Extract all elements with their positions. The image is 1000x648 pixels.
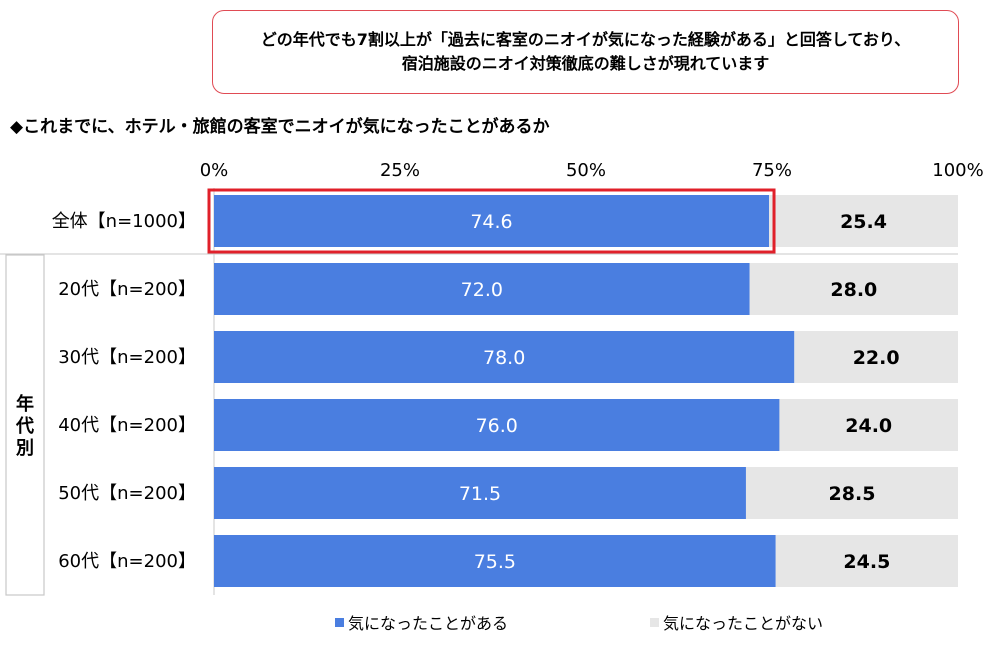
data-label-series-1: 72.0	[461, 279, 503, 301]
group-label-char: 別	[16, 438, 34, 459]
callout-box: どの年代でも7割以上が「過去に客室のニオイが気になった経験がある」と回答しており…	[212, 10, 959, 94]
bar-series-2	[779, 399, 958, 451]
data-label-series-2: 24.0	[845, 415, 892, 437]
callout-line-1: どの年代でも7割以上が「過去に客室のニオイが気になった経験がある」と回答しており…	[260, 30, 911, 49]
x-tick-label: 25%	[380, 160, 420, 181]
data-label-series-1: 76.0	[476, 415, 518, 437]
category-label: 50代【n=200】	[58, 483, 196, 504]
x-tick-label: 100%	[932, 160, 983, 181]
category-label: 60代【n=200】	[58, 551, 196, 572]
group-label-char: 年	[16, 393, 34, 415]
data-label-series-1: 75.5	[474, 551, 516, 573]
bar-series-2	[745, 467, 958, 519]
x-tick-label: 75%	[752, 160, 792, 181]
legend-swatch-series-1	[335, 617, 344, 627]
legend-label-series-1: 気になったことがある	[348, 614, 509, 633]
category-label: 20代【n=200】	[58, 279, 196, 300]
data-label-series-2: 24.5	[843, 551, 890, 573]
bar-series-1	[214, 535, 776, 587]
bar-series-1	[214, 195, 770, 247]
bar-series-2	[769, 195, 958, 247]
bar-series-1	[214, 467, 746, 519]
legend-item-series-2: 気になったことがない	[650, 610, 823, 634]
legend-item-series-1: 気になったことがある	[335, 610, 508, 634]
group-bracket	[5, 254, 45, 596]
highlight-box	[207, 188, 776, 254]
data-label-series-2: 25.4	[840, 211, 887, 233]
data-label-series-2: 28.5	[829, 483, 876, 505]
callout-line-2: 宿泊施設のニオイ対策徹底の難しさが現れています	[401, 54, 770, 73]
data-label-series-1: 78.0	[483, 347, 525, 369]
data-label-series-2: 22.0	[853, 347, 900, 369]
bar-series-2	[749, 263, 958, 315]
data-label-series-2: 28.0	[830, 279, 877, 301]
bar-series-1	[214, 399, 780, 451]
x-tick-label: 0%	[200, 160, 229, 181]
data-label-series-1: 71.5	[459, 483, 501, 505]
x-tick-label: 50%	[566, 160, 606, 181]
category-label: 30代【n=200】	[58, 347, 196, 368]
bar-series-1	[214, 331, 795, 383]
category-label: 40代【n=200】	[58, 415, 196, 436]
chart-subtitle: ◆これまでに、ホテル・旅館の客室でニオイが気になったことがあるか	[10, 117, 550, 137]
category-label: 全体【n=1000】	[52, 211, 196, 232]
data-label-series-1: 74.6	[470, 211, 512, 233]
bar-series-2	[775, 535, 958, 587]
bar-series-2	[794, 331, 958, 383]
legend-label-series-2: 気になったことがない	[663, 614, 824, 633]
group-label-char: 代	[15, 416, 34, 437]
bar-series-1	[214, 263, 750, 315]
legend-swatch-series-2	[650, 617, 659, 627]
